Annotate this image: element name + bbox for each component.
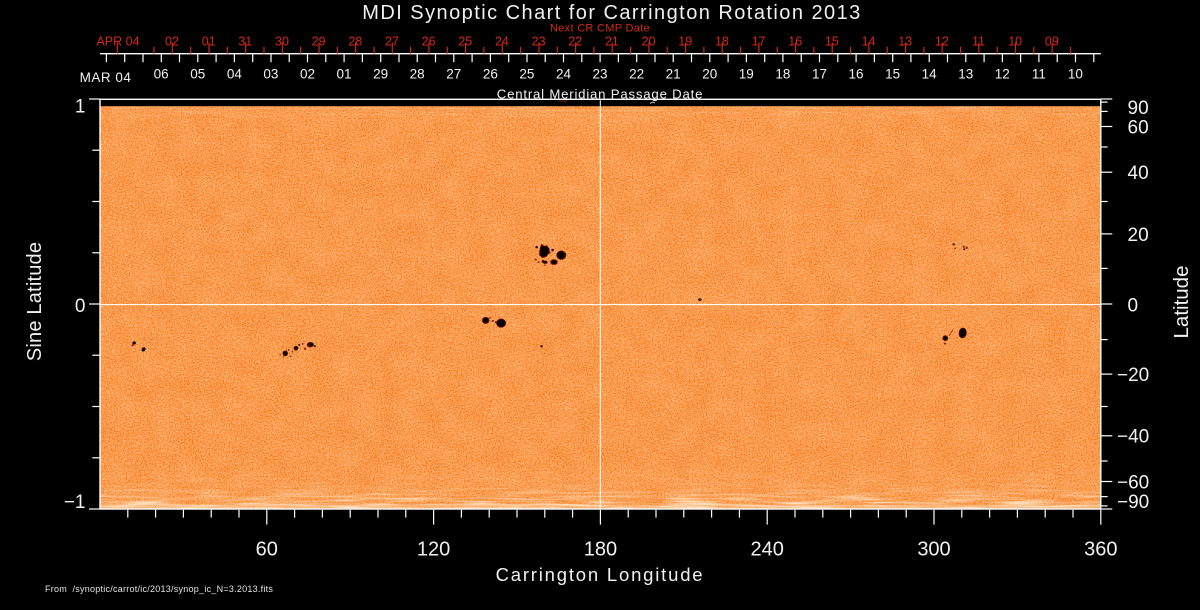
svg-text:10: 10 (1008, 34, 1022, 48)
svg-text:24: 24 (556, 67, 572, 82)
svg-text:12: 12 (935, 34, 949, 48)
svg-text:300: 300 (917, 538, 950, 560)
svg-text:18: 18 (775, 67, 790, 82)
svg-text:−1: −1 (64, 492, 86, 513)
svg-text:31: 31 (238, 34, 252, 48)
svg-text:06: 06 (154, 67, 169, 82)
svg-text:Carrington Longitude: Carrington Longitude (496, 564, 705, 585)
svg-text:23: 23 (532, 34, 546, 48)
svg-text:MAR 04: MAR 04 (80, 70, 132, 85)
svg-text:16: 16 (788, 34, 802, 48)
svg-text:22: 22 (629, 67, 644, 82)
svg-text:02: 02 (300, 67, 315, 82)
svg-text:MDI Synoptic Chart for Carring: MDI Synoptic Chart for Carrington Rotati… (362, 2, 861, 24)
svg-text:26: 26 (483, 67, 498, 82)
svg-text:APR 04: APR 04 (96, 34, 139, 48)
svg-text:13: 13 (898, 34, 912, 48)
svg-text:Sine Latitude: Sine Latitude (24, 242, 46, 361)
svg-text:28: 28 (348, 34, 362, 48)
svg-text:16: 16 (849, 67, 864, 82)
svg-text:09: 09 (1045, 34, 1059, 48)
svg-text:18: 18 (715, 34, 729, 48)
svg-text:22: 22 (568, 34, 582, 48)
svg-text:60: 60 (1128, 117, 1149, 138)
svg-text:−40: −40 (1117, 427, 1149, 448)
svg-text:24: 24 (495, 34, 509, 48)
svg-text:12: 12 (995, 67, 1010, 82)
svg-text:13: 13 (958, 67, 973, 82)
svg-text:01: 01 (337, 67, 352, 82)
svg-text:28: 28 (410, 67, 425, 82)
svg-text:Central Meridian Passage Date: Central Meridian Passage Date (497, 86, 703, 101)
svg-text:14: 14 (922, 67, 938, 82)
svg-text:360: 360 (1084, 538, 1117, 560)
svg-text:20: 20 (642, 34, 656, 48)
svg-text:120: 120 (417, 538, 450, 560)
svg-text:29: 29 (312, 34, 326, 48)
svg-text:Next CR CMP Date: Next CR CMP Date (550, 23, 650, 35)
svg-text:From /synoptic/carrot/ic/2013: From /synoptic/carrot/ic/2013/synop_ic_N… (45, 584, 273, 594)
svg-text:−60: −60 (1117, 472, 1149, 493)
svg-text:15: 15 (825, 34, 839, 48)
svg-text:05: 05 (190, 67, 205, 82)
svg-text:19: 19 (678, 34, 692, 48)
svg-text:17: 17 (752, 34, 766, 48)
svg-text:0: 0 (75, 296, 86, 317)
svg-text:0: 0 (1128, 296, 1139, 317)
svg-text:01: 01 (202, 34, 216, 48)
svg-text:11: 11 (972, 34, 985, 48)
svg-text:20: 20 (702, 67, 717, 82)
svg-text:25: 25 (458, 34, 472, 48)
svg-text:19: 19 (739, 67, 754, 82)
svg-text:21: 21 (605, 34, 619, 48)
svg-text:26: 26 (422, 34, 436, 48)
svg-text:−20: −20 (1117, 365, 1149, 386)
svg-text:15: 15 (885, 67, 900, 82)
svg-text:1: 1 (75, 96, 86, 117)
svg-text:03: 03 (263, 67, 278, 82)
svg-text:27: 27 (446, 67, 461, 82)
svg-text:23: 23 (593, 67, 608, 82)
svg-text:27: 27 (385, 34, 399, 48)
svg-text:Latitude: Latitude (1170, 266, 1193, 339)
svg-text:21: 21 (666, 67, 681, 82)
svg-text:−90: −90 (1117, 492, 1149, 513)
svg-text:04: 04 (227, 67, 243, 82)
svg-text:25: 25 (519, 67, 534, 82)
svg-text:10: 10 (1068, 67, 1083, 82)
svg-text:30: 30 (275, 34, 289, 48)
svg-text:11: 11 (1032, 67, 1046, 82)
svg-text:17: 17 (812, 67, 827, 82)
svg-text:180: 180 (584, 538, 617, 560)
svg-text:14: 14 (862, 34, 876, 48)
svg-text:02: 02 (165, 34, 179, 48)
svg-text:240: 240 (751, 538, 784, 560)
svg-text:60: 60 (256, 538, 278, 560)
svg-text:90: 90 (1128, 98, 1149, 119)
svg-text:29: 29 (373, 67, 388, 82)
svg-text:20: 20 (1128, 225, 1149, 246)
svg-text:40: 40 (1128, 163, 1149, 184)
